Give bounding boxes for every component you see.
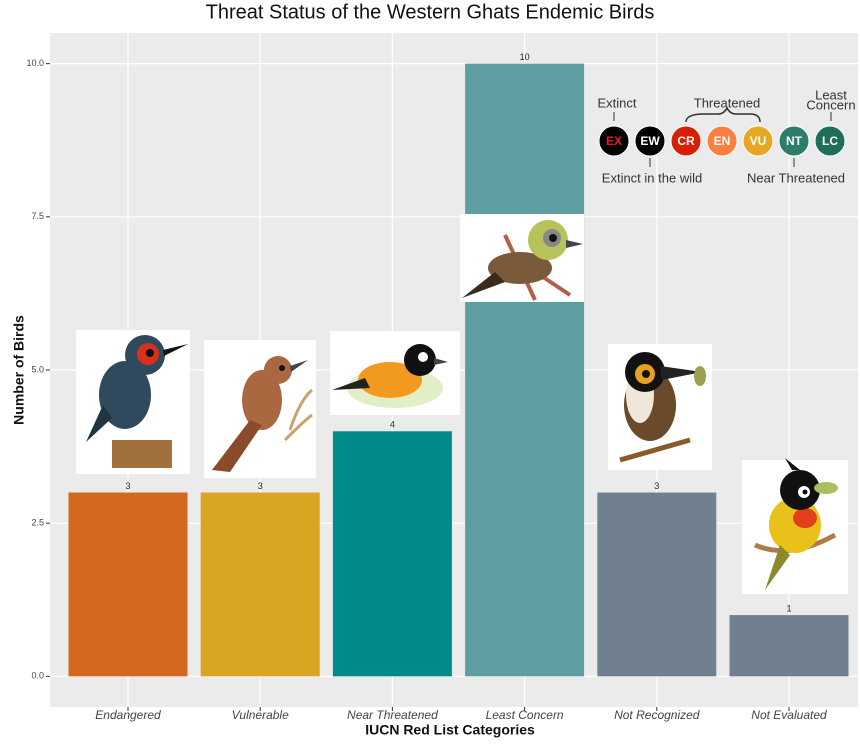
- x-tick-label: Vulnerable: [232, 708, 289, 722]
- y-tick-label: 7.5: [31, 211, 44, 221]
- iucn-badge: [742, 125, 774, 157]
- bar: [200, 492, 320, 677]
- iucn-badge: [598, 125, 630, 157]
- legend-label: Extinct in the wild: [602, 170, 702, 185]
- legend-connector: [613, 112, 832, 167]
- iucn-badge: [670, 125, 702, 157]
- y-tick-label: 10.0: [26, 58, 44, 68]
- iucn-badge: [634, 125, 666, 157]
- bar: [465, 63, 585, 677]
- iucn-badge: [814, 125, 846, 157]
- x-tick-label: Least Concern: [486, 708, 564, 722]
- legend-label: Least: [815, 87, 847, 102]
- iucn-badge-code: NT: [786, 134, 803, 148]
- legend-label: Near Threatened: [747, 170, 845, 185]
- legend-label: Extinct: [597, 95, 636, 110]
- iucn-badge: [778, 125, 810, 157]
- y-tick-label: 0.0: [31, 671, 44, 681]
- bird-image: [742, 458, 848, 594]
- bar: [68, 492, 188, 677]
- iucn-legend: Extinct Threatened Least Concern Extinct…: [597, 87, 855, 185]
- bird-image: [460, 214, 584, 302]
- data-label: 3: [125, 481, 130, 491]
- y-axis-title: Number of Birds: [11, 315, 27, 425]
- x-tick-label: Not Recognized: [614, 708, 700, 722]
- bird-image: [76, 330, 190, 474]
- x-tick-label: Endangered: [95, 708, 161, 722]
- legend-brace: [685, 106, 761, 123]
- bird-illustrations: [76, 214, 848, 594]
- iucn-badge: [706, 125, 738, 157]
- bird-image: [330, 331, 460, 415]
- iucn-badge-code: EX: [606, 134, 622, 148]
- bird-image: [608, 344, 712, 470]
- x-tick-label: Near Threatened: [347, 708, 438, 722]
- x-axis-title: IUCN Red List Categories: [365, 722, 535, 738]
- iucn-badge-code: CR: [677, 134, 695, 148]
- data-label: 10: [520, 52, 530, 62]
- legend-label: Threatened: [694, 95, 761, 110]
- iucn-badge-code: EW: [640, 134, 660, 148]
- iucn-badge-code: EN: [714, 134, 731, 148]
- bar: [597, 492, 717, 677]
- iucn-badge-code: LC: [822, 134, 838, 148]
- data-label: 3: [654, 481, 659, 491]
- iucn-badge-code: VU: [750, 134, 767, 148]
- data-label: 1: [786, 603, 791, 613]
- x-tick-label: Not Evaluated: [751, 708, 827, 722]
- chart-title: Threat Status of the Western Ghats Endem…: [206, 1, 655, 23]
- bars: 3 3 4 10 3 1: [68, 52, 849, 677]
- data-label: 4: [390, 420, 395, 430]
- bar: [729, 615, 849, 677]
- legend-label: Concern: [806, 97, 855, 112]
- bird-image: [204, 340, 316, 478]
- bar: [332, 431, 452, 677]
- y-tick-label: 5.0: [31, 364, 44, 374]
- data-label: 3: [258, 481, 263, 491]
- y-tick-label: 2.5: [31, 518, 44, 528]
